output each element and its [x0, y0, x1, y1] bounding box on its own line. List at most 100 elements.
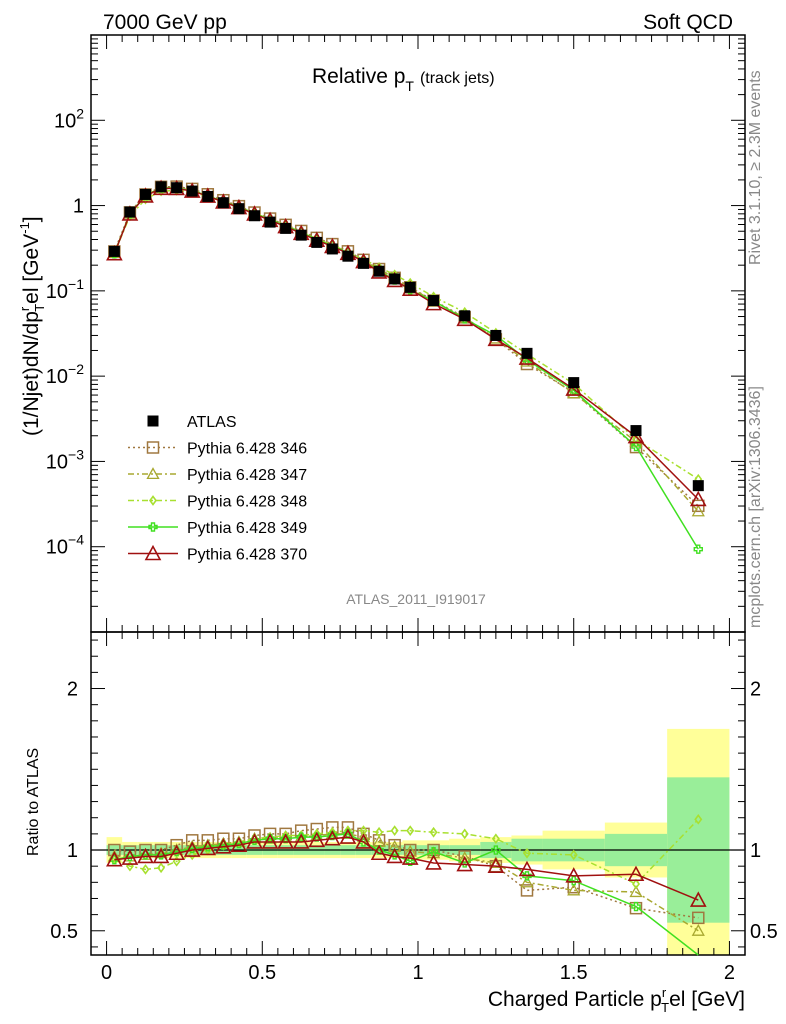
y-axis-title-top: (1/Njet)dN/dp: [20, 311, 43, 436]
series-line-ratio: [114, 836, 699, 901]
svg-text:Relative pT(track jets): Relative pT (track jets): [312, 65, 495, 94]
legend-marker: [146, 467, 160, 480]
series-point-ratio: [308, 831, 326, 848]
legend-label: Pythia 6.428 346: [187, 441, 307, 458]
series-point-ratio: [692, 911, 705, 925]
atlas-point: [202, 190, 214, 202]
series-line-ratio: [114, 833, 699, 956]
x-tick-label: 1: [412, 962, 423, 984]
mcplots-reference-label: mcplots.cern.ch [arXiv:1306.3436]: [747, 386, 764, 628]
legend-marker: [146, 441, 160, 454]
atlas-point: [326, 243, 338, 255]
series-point-ratio: [629, 885, 643, 898]
y-axis-title-ratio: Ratio to ATLAS: [25, 748, 42, 856]
y-axis-title-top-sub: T: [32, 304, 47, 312]
analysis-id: ATLAS_2011_I919017: [346, 591, 486, 607]
ratio-tick-label-right: 2: [750, 679, 761, 701]
series-point-ratio: [522, 871, 532, 881]
series-point-ratio: [343, 829, 353, 839]
series-point-ratio: [261, 833, 279, 849]
atlas-point: [124, 206, 136, 218]
series-top-1: [108, 180, 705, 513]
y-axis-title-top-tail: el [GeV: [20, 234, 43, 304]
atlas-point: [108, 245, 120, 257]
series-point-ratio: [518, 860, 536, 877]
series-point-ratio: [428, 846, 439, 857]
tick-labels: 102 1 10−1 10−2 10−3 10−4 0 0.5 1 1.5 2 2 2 1 1 0.5 0.5: [46, 105, 778, 984]
series-point-ratio: [370, 844, 388, 861]
series-point-ratio: [491, 845, 501, 855]
atlas-point: [249, 210, 260, 222]
legend: ATLAS Pythia 6.428 346 Pythia 6.428 347 Pyt…: [128, 414, 307, 564]
x-tick-label: 2: [724, 962, 735, 984]
svg-text:(1/Njet)dN/dprTel [GeV-1]: (1/Njet)dN/dprTel [GeV-1]: [17, 216, 47, 436]
series-point-ratio: [691, 923, 705, 936]
series-point-ratio: [375, 826, 384, 838]
series-point-ratio: [199, 839, 217, 856]
plot-frames: [90, 34, 746, 956]
svg-text:Charged Particle prTel [GeV]: Charged Particle pr Tel [GeV]: [488, 985, 745, 1015]
series-point-ratio: [277, 833, 294, 849]
atlas-point: [342, 250, 354, 262]
x-axis-title-sup: r: [662, 985, 667, 1000]
series-point-ratio: [689, 891, 707, 907]
atlas-point: [428, 295, 440, 307]
atlas-point: [264, 216, 276, 228]
y-axis-title-top-sup: r: [17, 306, 32, 311]
y-tick-label-top: 102: [54, 105, 84, 132]
rivet-version-label: Rivet 3.1.10, ≥ 2.3M events: [747, 70, 764, 265]
series-point-ratio: [152, 847, 170, 864]
x-tick-label: 1.5: [560, 962, 588, 984]
series-point-ratio: [168, 844, 185, 861]
header-category: Soft QCD: [643, 11, 733, 34]
series-point-ratio: [327, 830, 338, 841]
series-point-ratio: [460, 828, 469, 840]
series-point-ratio: [401, 849, 419, 865]
series-point-top: [693, 544, 703, 554]
series-point-ratio: [425, 854, 442, 870]
y-tick-label-top: 10−2: [46, 361, 84, 388]
series-point-ratio: [520, 884, 534, 897]
series-point-ratio: [386, 847, 403, 864]
ratio-tick-label-left: 2: [67, 679, 78, 701]
series-point-ratio: [137, 847, 154, 864]
series-point-ratio: [487, 857, 505, 873]
series-point-top: [691, 504, 705, 517]
series-point-ratio: [170, 838, 183, 852]
plot-title: Relative p: [312, 65, 405, 88]
series-top-3: [110, 185, 703, 485]
series-point-ratio: [106, 851, 123, 867]
ratio-tick-label-left: 1: [67, 840, 78, 862]
x-tick-label: 0: [101, 962, 112, 984]
series-point-ratio: [215, 838, 232, 854]
legend-label: Pythia 6.428 370: [187, 547, 307, 564]
series-point-ratio: [429, 826, 438, 838]
series-point-ratio: [569, 849, 578, 861]
series-point-ratio: [217, 832, 230, 845]
series-point-ratio: [188, 849, 197, 861]
atlas-point: [295, 229, 307, 241]
series-point-ratio: [121, 849, 139, 865]
legend-label-atlas: ATLAS: [187, 414, 237, 431]
legend-marker: [144, 544, 162, 561]
x-tick-label: 0.5: [248, 962, 276, 984]
series-point-ratio: [312, 832, 322, 842]
series-point-ratio: [627, 865, 645, 882]
ratio-tick-label-right: 1: [750, 840, 761, 862]
series-point-ratio: [183, 841, 201, 857]
y-axis-title-top-close: ]: [20, 216, 43, 222]
x-axis-title-sub: T: [661, 1000, 669, 1015]
atlas-point: [404, 281, 416, 293]
series-point-ratio: [230, 836, 248, 852]
series-point-top: [689, 490, 707, 507]
atlas-point: [630, 425, 642, 437]
series-point-ratio: [403, 844, 417, 857]
series-point-ratio: [491, 833, 500, 845]
atlas-point: [568, 377, 580, 389]
y-tick-label-top: 10−1: [46, 276, 84, 303]
series-point-ratio: [523, 847, 531, 859]
y-tick-label-top: 10−3: [46, 446, 84, 473]
series-point-ratio: [292, 833, 310, 849]
atlas-point: [692, 480, 704, 492]
series-point-ratio: [567, 883, 581, 896]
